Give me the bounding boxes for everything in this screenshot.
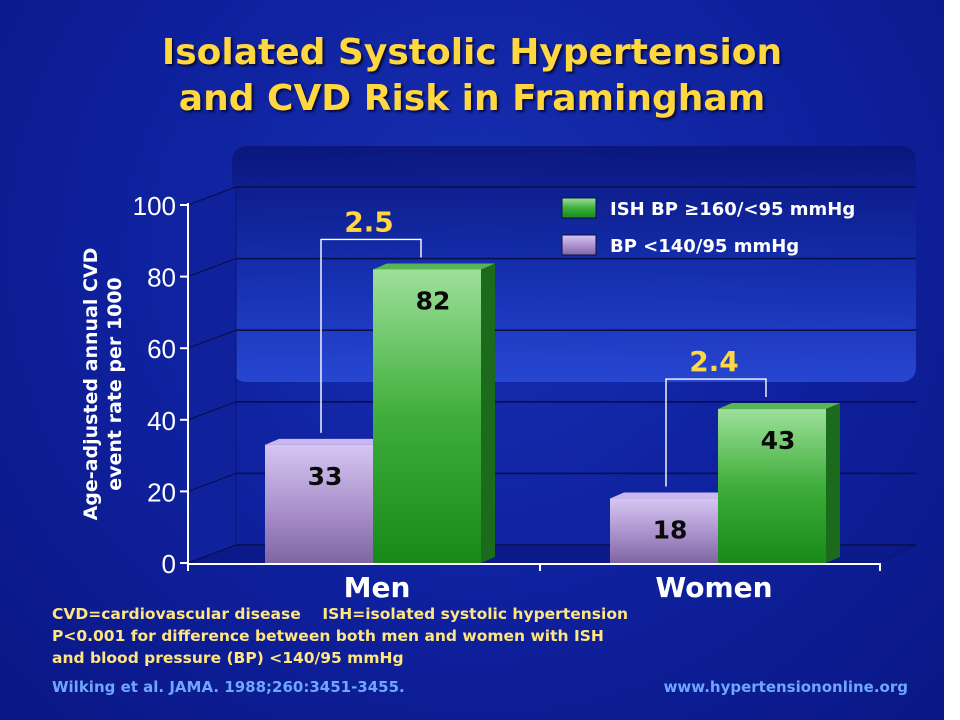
y-axis-title: Age-adjusted annual CVD event rate per 10…	[80, 248, 126, 521]
bar-side	[826, 403, 840, 563]
gridline-wall	[187, 258, 237, 278]
y-axis-title-line: event rate per 1000	[104, 277, 126, 491]
y-tick-label: 100	[133, 191, 176, 221]
citation: Wilking et al. JAMA. 1988;260:3451-3455.	[52, 678, 405, 696]
legend-label: BP <140/95 mmHg	[610, 236, 799, 257]
footnote-line-1: CVD=cardiovascular disease ISH=isolated …	[52, 604, 628, 624]
footnote-line-2: P<0.001 for difference between both men …	[52, 627, 604, 645]
website-link[interactable]: www.hypertensiononline.org	[663, 678, 908, 696]
y-tick-label: 80	[147, 263, 176, 293]
y-tick-label: 40	[147, 406, 176, 436]
bar-value-label: 33	[308, 462, 343, 491]
bar-value-label: 82	[416, 286, 451, 315]
ratio-bracket	[665, 378, 767, 487]
ratio-label: 2.4	[689, 345, 739, 378]
legend-swatch	[561, 197, 597, 219]
chart-title: Isolated Systolic Hypertension and CVD R…	[0, 30, 944, 122]
footnote-cvd: CVD=cardiovascular disease	[52, 605, 301, 623]
ratio-label: 2.5	[344, 205, 394, 238]
bar-women-ish	[718, 409, 826, 563]
right-edge-strip	[944, 0, 960, 720]
bar-men-ish	[373, 269, 481, 563]
footnote-line-3: and blood pressure (BP) <140/95 mmHg	[52, 649, 404, 667]
gridline-wall	[187, 186, 237, 206]
legend-label: ISH BP ≥160/<95 mmHg	[610, 199, 855, 220]
legend-swatch	[561, 234, 597, 256]
category-label-men: Men	[344, 571, 411, 604]
bar-top	[373, 263, 495, 270]
bar-side	[481, 263, 495, 563]
gridline-wall	[187, 401, 237, 421]
ratio-bracket	[320, 238, 422, 433]
footnote-ish: ISH=isolated systolic hypertension	[322, 605, 628, 623]
title-line-2: and CVD Risk in Framingham	[178, 78, 766, 119]
bar-value-label: 43	[761, 426, 796, 455]
bar-value-label: 18	[653, 516, 688, 545]
y-tick-label: 20	[147, 477, 176, 507]
gridline-wall	[187, 472, 237, 492]
y-tick-label: 60	[147, 334, 176, 364]
category-label-women: Women	[655, 571, 772, 604]
bar-top	[610, 492, 732, 499]
y-axis-title-line: Age-adjusted annual CVD	[80, 248, 102, 521]
gridline-wall	[187, 544, 237, 564]
bar-top	[265, 438, 387, 445]
chart-back-panel	[232, 146, 916, 382]
bar-men-bp	[265, 444, 373, 563]
y-tick-label: 0	[162, 549, 176, 579]
gridline-wall	[187, 329, 237, 349]
title-line-1: Isolated Systolic Hypertension	[161, 32, 783, 73]
bar-women-bp	[610, 498, 718, 563]
bar-top	[718, 403, 840, 410]
chart-left-wall	[187, 186, 237, 564]
